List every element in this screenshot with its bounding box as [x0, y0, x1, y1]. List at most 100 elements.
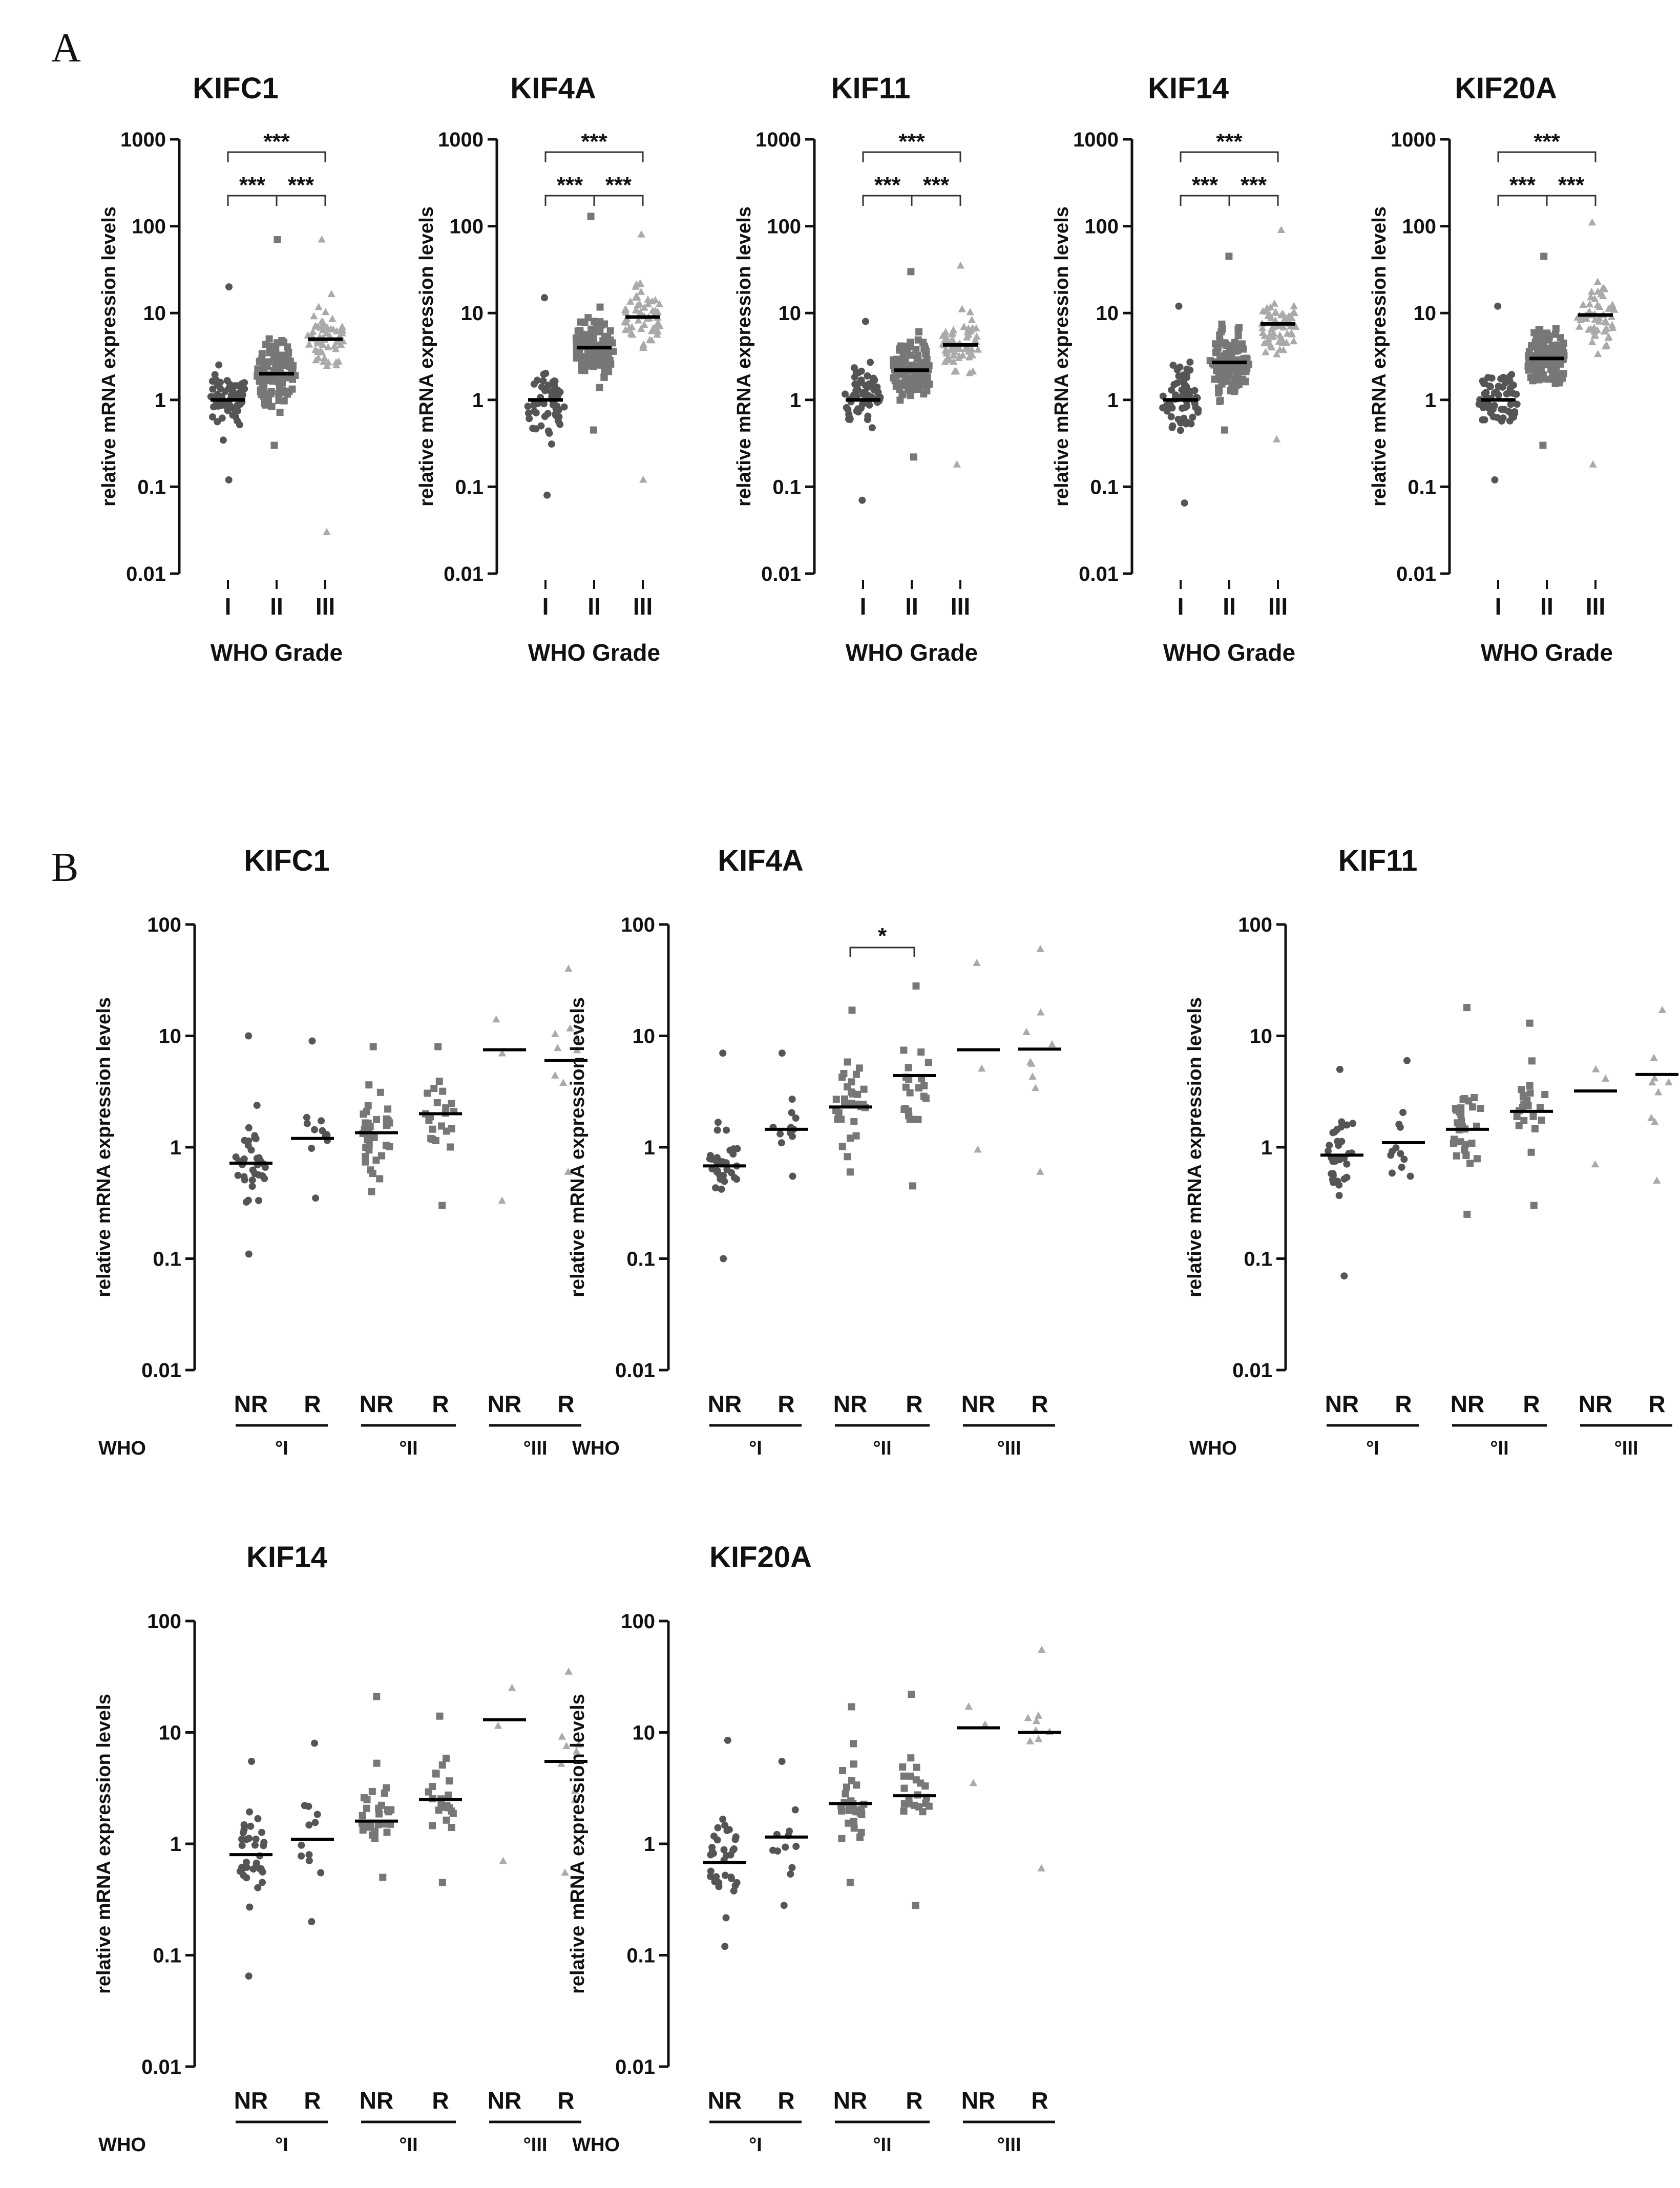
data-point	[1453, 1152, 1460, 1160]
data-point	[914, 1116, 922, 1123]
significance-label: ***	[923, 173, 950, 198]
data-point	[433, 1099, 441, 1106]
data-point	[1221, 377, 1228, 385]
x-axis-title: WHO	[98, 1438, 146, 1459]
y-tick-label: 0.01	[1232, 1359, 1272, 1382]
data-point	[382, 1142, 390, 1149]
x-category-label: I	[225, 593, 232, 620]
data-point	[1343, 1160, 1351, 1168]
group-label: °II	[873, 1438, 891, 1459]
data-point	[448, 1824, 455, 1831]
data-point	[920, 1082, 928, 1089]
data-point	[1505, 408, 1513, 415]
data-point	[843, 404, 850, 411]
data-point	[371, 1827, 379, 1835]
data-point	[284, 351, 292, 359]
data-point	[1518, 1086, 1525, 1093]
data-point	[234, 407, 241, 414]
data-point	[1547, 364, 1555, 372]
data-point	[324, 343, 332, 350]
data-point	[1541, 350, 1549, 357]
y-tick-label: 1	[644, 1833, 655, 1856]
x-category-label: II	[270, 593, 283, 620]
data-point	[1647, 1113, 1655, 1121]
data-point	[640, 321, 648, 328]
data-point	[439, 1087, 447, 1095]
data-point	[898, 379, 906, 387]
group-label: °I	[1366, 1438, 1379, 1459]
data-point	[720, 1255, 727, 1263]
x-category-label: R	[1648, 1391, 1665, 1417]
y-tick-label: 10	[779, 302, 802, 325]
data-point	[337, 341, 345, 348]
data-point	[1471, 1094, 1478, 1101]
data-point	[1498, 406, 1505, 413]
data-point	[1540, 335, 1548, 343]
x-category-label: R	[778, 1391, 794, 1417]
data-point	[425, 1117, 433, 1124]
data-point	[508, 1684, 516, 1691]
data-point	[1588, 338, 1597, 345]
data-point	[905, 377, 912, 385]
data-point	[1169, 362, 1177, 369]
data-point	[899, 1763, 907, 1771]
data-point	[371, 1835, 379, 1842]
data-point	[857, 376, 865, 384]
data-point	[1477, 1105, 1484, 1112]
data-point	[890, 356, 898, 364]
data-point	[1027, 1059, 1036, 1067]
data-point	[573, 1034, 581, 1041]
data-point	[633, 306, 641, 314]
data-point	[594, 328, 602, 335]
data-point	[848, 1006, 856, 1014]
data-point	[900, 1784, 908, 1792]
data-point	[1267, 303, 1275, 310]
data-point	[279, 379, 286, 386]
data-point	[1186, 359, 1194, 366]
data-point	[966, 327, 975, 335]
data-point	[1591, 1160, 1600, 1168]
y-tick-label: 10	[633, 1025, 656, 1048]
chart-b-kif14: KIF14 0.01 0.1 1 10 100 relative mRNA expressi…	[93, 1541, 587, 2156]
y-tick-label: 0.01	[141, 1359, 181, 1382]
data-point	[384, 1105, 392, 1113]
data-point	[858, 401, 866, 408]
data-point	[968, 351, 977, 359]
data-point	[443, 1754, 450, 1762]
y-tick-label: 0.1	[153, 1945, 181, 1967]
x-category-label: II	[1540, 593, 1553, 620]
data-point	[841, 1099, 849, 1107]
data-point	[852, 1132, 860, 1140]
data-point	[1452, 1105, 1459, 1112]
data-point	[425, 1788, 432, 1796]
data-point	[1487, 402, 1495, 410]
data-point	[530, 402, 538, 409]
data-point	[541, 385, 549, 393]
data-point	[248, 1183, 256, 1190]
data-point	[1500, 373, 1507, 381]
data-point	[717, 1158, 725, 1166]
data-point	[363, 1804, 370, 1812]
data-point	[1037, 1864, 1045, 1871]
data-point	[844, 1058, 851, 1066]
data-point	[1222, 350, 1230, 357]
data-point	[1482, 389, 1490, 396]
data-point	[311, 1739, 318, 1747]
data-point	[637, 324, 645, 332]
data-point	[712, 1184, 720, 1192]
chart-b-kif20a: KIF20A 0.01 0.1 1 10 100 relative mRNA express…	[567, 1541, 1061, 2156]
data-point	[376, 1088, 384, 1096]
data-point	[575, 354, 582, 362]
data-point	[1269, 332, 1277, 340]
data-point	[1272, 435, 1281, 443]
data-point	[1024, 1714, 1032, 1721]
data-point	[319, 326, 327, 333]
data-point	[553, 1044, 562, 1051]
data-point	[1506, 417, 1514, 425]
data-point	[845, 1819, 852, 1827]
data-point	[654, 327, 662, 335]
data-point	[1552, 330, 1559, 338]
data-point	[907, 1754, 915, 1762]
x-category-label: NR	[833, 2087, 867, 2114]
x-category-label: R	[432, 2087, 449, 2114]
